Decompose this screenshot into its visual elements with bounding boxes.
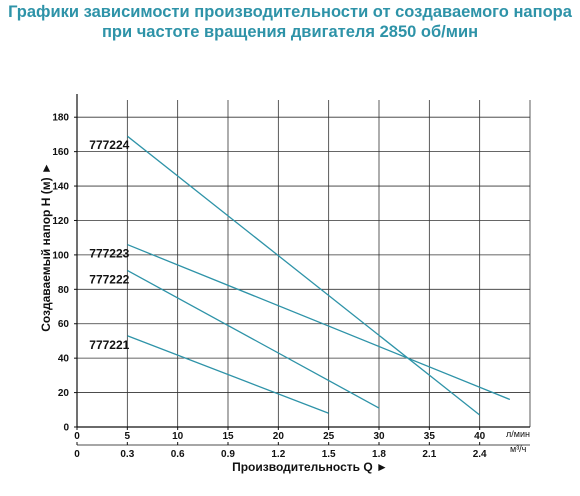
series-label-777221: 777221 xyxy=(89,338,129,352)
x-tick-label: 40 xyxy=(474,431,486,442)
x-tick-label: 20 xyxy=(273,431,285,442)
chart-grid xyxy=(77,100,531,427)
y-tick-label: 40 xyxy=(58,354,70,365)
x-unit-secondary: м³/ч xyxy=(510,444,527,454)
x-tick-label: 35 xyxy=(424,431,436,442)
series-labels: 777224 777223 777222 777221 xyxy=(89,138,129,352)
chart-axes xyxy=(74,94,530,446)
x-tick-label: 25 xyxy=(323,431,335,442)
x-unit-primary: л/мин xyxy=(506,429,530,439)
chart-title: Графики зависимости производительности о… xyxy=(0,2,580,42)
series-label-777222: 777222 xyxy=(89,272,129,286)
series-line-777223 xyxy=(127,243,511,401)
series-label-777224: 777224 xyxy=(89,138,129,152)
x-tick-label: 10 xyxy=(172,431,184,442)
series-line-777224 xyxy=(126,135,481,416)
x-tick-label: 0 xyxy=(74,431,80,442)
chart-title-line-1: Графики зависимости производительности о… xyxy=(8,3,572,21)
x-axis-label: Производительность Q ► xyxy=(232,460,388,474)
y-tick-label: 20 xyxy=(58,388,70,399)
chart-series-lines xyxy=(126,135,511,416)
x-tick-labels: 0 5 10 15 20 25 30 35 40 xyxy=(74,431,485,442)
x-secondary-tick-label: 0.9 xyxy=(221,449,235,460)
series-label-777223: 777223 xyxy=(89,247,129,261)
x-secondary-tick-label: 1.2 xyxy=(271,449,285,460)
y-axis-label: Создаваемый напор H (м) ► xyxy=(39,162,53,332)
chart-title-line-2: при частоте вращения двигателя 2850 об/м… xyxy=(101,23,479,41)
y-tick-label: 120 xyxy=(52,216,69,227)
series-line-777222 xyxy=(127,269,380,409)
y-tick-label: 0 xyxy=(63,423,69,434)
y-tick-label: 80 xyxy=(58,285,70,296)
y-tick-label: 140 xyxy=(52,182,69,193)
x-secondary-tick-label: 2.1 xyxy=(422,449,436,460)
x-secondary-tick-label: 0.6 xyxy=(171,449,185,460)
x-tick-label: 30 xyxy=(373,431,385,442)
x-secondary-tick-labels: 0 0.3 0.6 0.9 1.2 1.5 1.8 2.1 2.4 xyxy=(74,449,487,460)
x-secondary-tick-label: 1.5 xyxy=(322,449,336,460)
y-tick-label: 160 xyxy=(52,147,69,158)
series-line-777221 xyxy=(127,335,329,414)
y-tick-label: 100 xyxy=(52,250,69,261)
x-tick-label: 5 xyxy=(125,431,131,442)
x-secondary-tick-label: 0.3 xyxy=(120,449,134,460)
y-tick-labels: 0 20 40 60 80 100 120 140 160 180 xyxy=(52,113,69,434)
y-tick-label: 180 xyxy=(52,113,69,124)
x-secondary-tick-label: 2.4 xyxy=(473,449,487,460)
y-tick-label: 60 xyxy=(58,319,70,330)
x-secondary-tick-label: 1.8 xyxy=(372,449,386,460)
x-tick-label: 15 xyxy=(222,431,234,442)
x-secondary-tick-label: 0 xyxy=(74,449,80,460)
